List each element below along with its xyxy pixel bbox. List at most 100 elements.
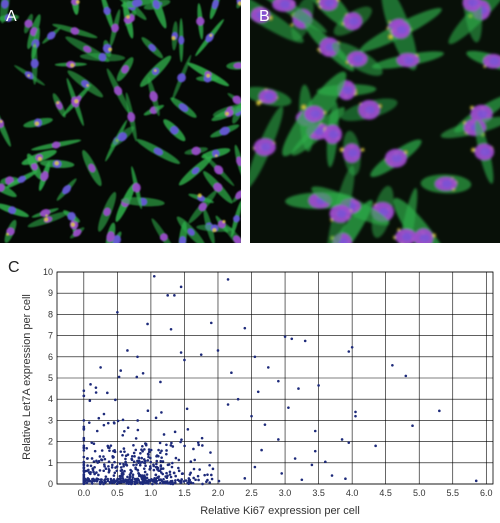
data-point [154,465,158,469]
data-point [133,477,137,481]
data-point [168,470,172,474]
y-tick-label: 3 [48,415,53,425]
data-point [211,467,215,471]
y-tick-label: 4 [48,394,53,404]
data-point [152,464,156,468]
data-point [95,479,99,483]
cell-nucleus [235,190,241,200]
data-point [391,363,394,367]
data-point [160,411,163,414]
data-point [179,481,183,484]
data-point [132,451,136,455]
data-point [97,416,101,420]
data-point [148,479,152,483]
data-point [168,473,172,476]
data-point [193,458,197,462]
data-point [135,463,138,466]
data-point [354,414,357,418]
cell-nucleus [187,228,195,236]
cell-nucleus [232,95,241,105]
data-point [313,449,317,453]
data-point [113,449,116,452]
puncta [75,0,80,4]
data-point [142,478,145,482]
data-point [82,469,86,473]
nucleus-core [396,25,407,34]
data-point [188,473,192,476]
y-tick-label: 6 [48,352,53,362]
data-point [151,482,154,486]
cell-nucleus [103,6,111,15]
nucleus-core [441,179,452,188]
x-tick-label: 4.0 [346,488,359,498]
data-point [154,473,158,477]
data-point [92,460,96,463]
nucleus-core [314,127,325,136]
data-point [303,339,307,343]
puncta [108,47,113,52]
data-point [170,465,174,469]
nucleus-core [256,10,267,19]
data-point [114,466,117,469]
data-point [123,450,126,453]
cell-nucleus [0,183,5,192]
data-point [82,466,86,470]
data-point [119,466,123,469]
data-point [347,350,351,353]
data-point [186,428,190,431]
data-point [95,471,98,474]
data-point [243,326,247,330]
data-point [354,410,357,414]
data-point [95,459,98,463]
data-point [161,460,165,463]
data-point [474,479,478,483]
x-tick-label: 1.5 [178,488,191,498]
data-point [109,477,113,481]
data-point [85,446,89,450]
data-point [108,449,111,452]
data-point [120,474,123,478]
data-point [104,475,108,478]
data-point [85,481,89,485]
data-point [172,471,176,475]
data-point [82,394,86,398]
cell-nucleus [191,146,201,156]
data-point [120,472,124,475]
puncta [339,147,345,152]
data-point [111,463,114,467]
data-point [155,482,158,485]
data-point [300,478,304,482]
data-point [236,397,240,401]
data-point [158,441,162,445]
data-point [196,441,200,444]
data-point [126,453,130,456]
data-point [123,429,126,433]
data-point [143,448,146,451]
data-point [133,480,136,484]
puncta [0,120,3,123]
data-point [116,419,120,423]
cell-nucleus [111,23,119,33]
nucleus-core [338,238,349,243]
data-point [116,481,120,484]
data-point [149,460,153,464]
data-point [82,427,86,430]
x-tick-label: 5.0 [413,488,426,498]
data-point [374,444,377,448]
nucleus-core [263,92,274,101]
data-point [106,421,110,425]
puncta [54,161,59,166]
x-tick-label: 1.0 [145,488,158,498]
data-point [121,433,125,437]
data-point [157,454,160,458]
data-point [145,473,149,476]
data-point [87,421,91,424]
puncta [70,63,75,68]
cell-nucleus [212,149,220,158]
cell-nucleus [178,35,185,45]
data-point [324,460,327,464]
data-point [118,477,121,481]
cell-nucleus [123,15,133,24]
data-point [226,278,230,281]
data-point [102,455,105,458]
